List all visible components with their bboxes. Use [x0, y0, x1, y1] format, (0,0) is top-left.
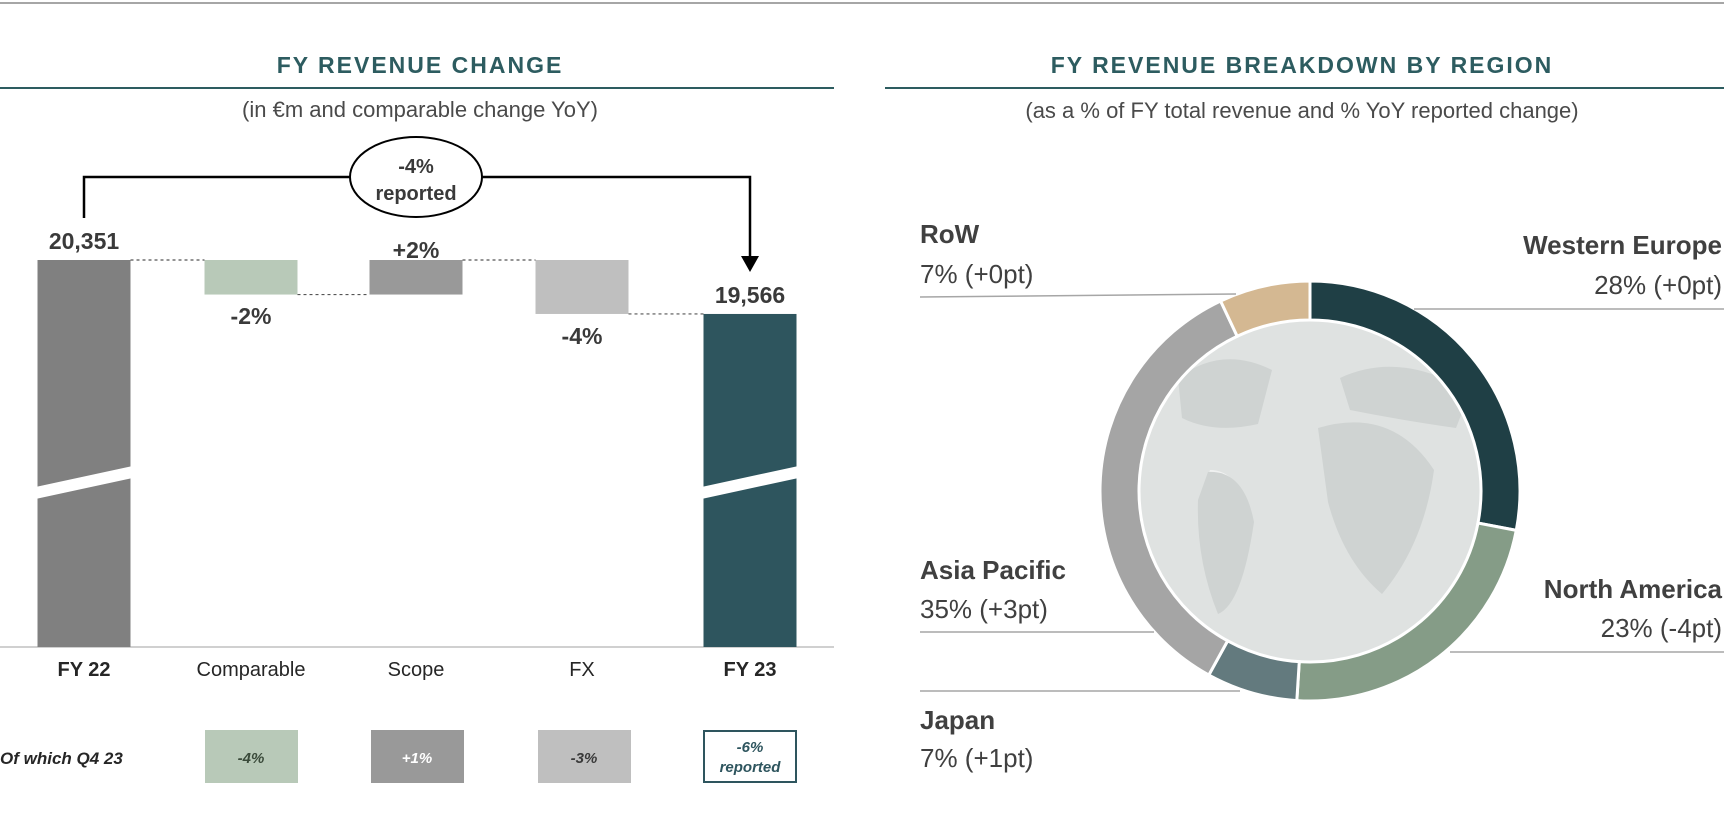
axis-break-mark — [701, 466, 799, 499]
category-fy22: FY 22 — [58, 659, 111, 681]
leader-line-row — [919, 293, 1237, 298]
chart-subtitle: (in €m and comparable change YoY) — [242, 97, 598, 122]
q4-box-reported — [703, 730, 797, 783]
region-breakdown-chart: FY REVENUE BREAKDOWN BY REGION (as a % o… — [885, 52, 1724, 773]
data-label-fy22: 20,351 — [49, 228, 120, 254]
reported-ellipse — [349, 136, 483, 218]
data-label-scope: +2% — [393, 237, 440, 263]
region-value-row: 7% (+0pt) — [920, 259, 1033, 289]
q4-box-fx — [538, 730, 631, 783]
q4-value-reported: -6% — [737, 739, 764, 756]
category-scope: Scope — [388, 659, 445, 681]
world-map-image — [1140, 321, 1480, 661]
bracket-label-word: reported — [375, 183, 456, 205]
category-fx: FX — [569, 659, 595, 681]
q4-box-scope — [371, 730, 464, 783]
region-label-row: RoW — [920, 219, 980, 249]
q4-box-comparable — [205, 730, 298, 783]
region-value-japan: 7% (+1pt) — [920, 743, 1033, 773]
category-comparable: Comparable — [197, 659, 306, 681]
bar-fx — [535, 260, 629, 314]
bar-comparable — [204, 260, 298, 295]
data-label-fy23: 19,566 — [715, 282, 785, 308]
region-label-western-europe: Western Europe — [1523, 230, 1722, 260]
bar-fy22 — [37, 260, 131, 647]
region-label-japan: Japan — [920, 705, 995, 735]
slice-row — [1218, 279, 1312, 339]
chart-title: FY REVENUE CHANGE — [277, 52, 564, 78]
category-fy23: FY 23 — [724, 659, 777, 681]
chart-subtitle: (as a % of FY total revenue and % YoY re… — [1025, 98, 1578, 123]
q4-value-scope: +1% — [402, 750, 432, 767]
region-value-asia-pacific: 35% (+3pt) — [920, 594, 1048, 624]
bracket-label-pct: -4% — [398, 156, 434, 178]
q4-value-fx: -3% — [571, 750, 598, 767]
region-value-western-europe: 28% (+0pt) — [1594, 270, 1722, 300]
region-label-asia-pacific: Asia Pacific — [920, 555, 1066, 585]
revenue-change-chart: FY REVENUE CHANGE (in €m and comparable … — [0, 52, 834, 783]
bar-scope — [369, 260, 463, 295]
q4-value-comparable: -4% — [238, 750, 265, 767]
region-label-north-america: North America — [1544, 574, 1723, 604]
axis-break-mark — [35, 466, 133, 499]
q4-row-label: Of which Q4 23 — [0, 749, 123, 768]
chart-title: FY REVENUE BREAKDOWN BY REGION — [1051, 52, 1554, 78]
reported-arrow-head — [741, 256, 759, 272]
data-label-fx: -4% — [562, 323, 603, 349]
q4-value-reported-word: reported — [720, 759, 782, 776]
data-label-comparable: -2% — [231, 303, 272, 329]
region-value-north-america: 23% (-4pt) — [1601, 613, 1722, 643]
